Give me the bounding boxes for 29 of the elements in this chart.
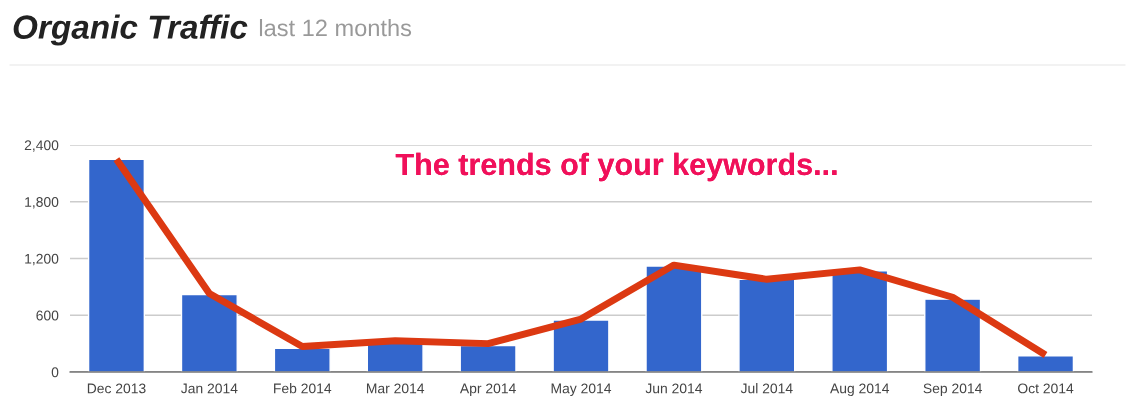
chart-subtitle: last 12 months xyxy=(259,19,412,37)
y-tick-label: 0 xyxy=(51,367,59,378)
bar xyxy=(645,265,703,372)
bar xyxy=(552,319,610,372)
y-tick-label: 1,800 xyxy=(25,197,59,209)
x-tick-label: Sep 2014 xyxy=(923,383,982,397)
x-tick-label: Jun 2014 xyxy=(645,383,703,394)
y-tick-label: 2,400 xyxy=(24,140,59,152)
x-tick-label: Oct 2014 xyxy=(1018,383,1074,394)
bar xyxy=(924,298,982,372)
y-tick-label: 1,200 xyxy=(25,253,59,266)
chart-title: Organic Traffic xyxy=(13,14,248,46)
bar xyxy=(738,278,796,372)
bar xyxy=(180,293,238,372)
x-tick-label: Feb 2014 xyxy=(274,383,332,394)
x-tick-label: Mar 2014 xyxy=(366,383,425,394)
bar xyxy=(831,270,889,372)
x-tick-label: Jan 2014 xyxy=(181,383,238,394)
bar xyxy=(459,344,517,372)
bar xyxy=(87,158,146,372)
x-tick-label: May 2014 xyxy=(551,383,612,397)
x-tick-label: Apr 2014 xyxy=(459,383,516,397)
bar xyxy=(273,347,331,372)
x-tick-label: Aug 2014 xyxy=(830,383,890,397)
x-tick-label: Jul 2014 xyxy=(740,383,793,394)
y-tick-label: 600 xyxy=(36,310,59,321)
x-tick-label: Dec 2013 xyxy=(87,383,146,394)
bar xyxy=(1016,355,1075,372)
annotation: The trends of your keywords... xyxy=(395,152,837,182)
